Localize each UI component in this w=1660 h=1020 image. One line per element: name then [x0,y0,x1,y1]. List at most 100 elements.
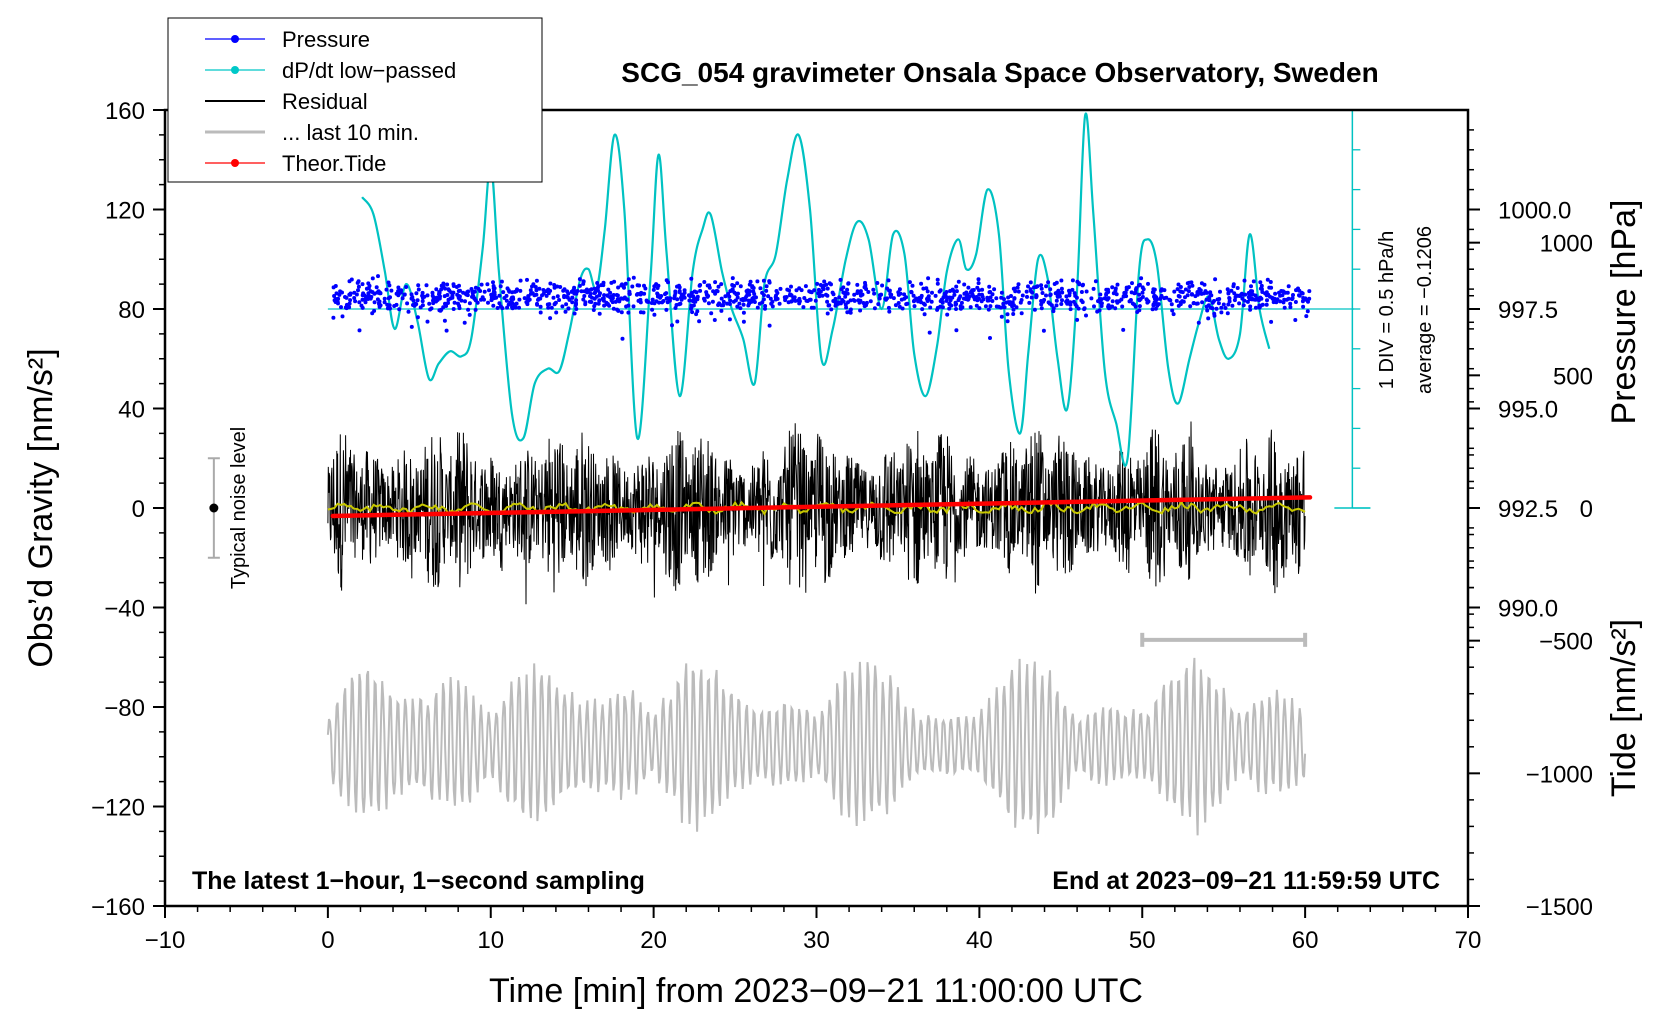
pressure-point [1269,319,1274,324]
pressure-point [727,317,732,322]
pressure-point [1297,293,1302,298]
pressure-point [622,285,626,290]
pressure-point [1054,303,1059,308]
pressure-point [608,290,613,295]
pressure-point [880,283,885,288]
pressure-point [638,300,643,305]
pressure-point [988,295,993,300]
pressure-point [643,286,648,291]
pressure-point [767,279,772,284]
pressure-point [774,289,779,293]
pressure-point [1293,300,1298,304]
pressure-point [829,307,834,312]
pressure-point [534,288,539,293]
pressure-series [331,274,1312,341]
pressure-point [954,289,959,294]
pressure-point [983,304,988,309]
pressure-point [620,336,625,341]
y-tick-label: −160 [91,894,145,921]
pressure-point [434,287,439,292]
pressure-point [845,291,850,296]
pressure-point [579,289,584,294]
pressure-point [1154,297,1159,302]
pressure-point [574,298,579,303]
pressure-point [664,307,669,312]
pressure-point [1016,289,1021,294]
pressure-point [561,288,566,293]
pressure-point [834,300,839,305]
pressure-point [1240,296,1245,301]
pressure-point [825,299,830,304]
pressure-point [730,276,735,281]
legend-item-last10: ... last 10 min. [205,120,419,145]
pressure-point [1054,298,1059,303]
pressure-point [1007,300,1012,305]
pressure-point [896,290,901,295]
pressure-point [360,282,365,287]
pressure-point [619,310,624,315]
pressure-point [1199,281,1204,286]
pressure-point [1032,307,1037,312]
pressure-point [479,297,483,302]
pressure-point [797,296,802,301]
legend-item-tide: Theor.Tide [205,151,386,176]
pressure-point [479,282,484,287]
pressure-point [1104,292,1109,297]
pressure-point [349,277,354,282]
pressure-point [416,283,421,288]
pressure-point [689,276,694,281]
pressure-point [526,294,531,299]
pressure-point [733,298,738,303]
pressure-point [837,295,842,300]
pressure-point [661,299,666,303]
pressure-point [697,319,702,324]
pressure-point [548,281,553,286]
pressure-point [338,289,343,294]
pressure-point [487,288,491,293]
pressure-point [1011,286,1016,291]
pressure-point [344,295,349,300]
pressure-point [1068,307,1073,312]
legend-item-residual: Residual [205,89,368,114]
pressure-point [962,282,967,287]
pressure-point [824,282,829,287]
pressure-point [840,298,845,302]
pressure-point [366,291,371,296]
pressure-point [1221,302,1226,307]
pressure-point [675,319,680,324]
pressure-point [463,299,467,304]
pressure-point [1285,290,1290,295]
pressure-point [437,292,441,297]
pressure-point [545,302,550,307]
pressure-point [1195,290,1200,295]
pressure-point [824,292,828,297]
pressure-point [626,310,631,315]
pressure-point [1174,298,1179,303]
pressure-point [926,297,931,302]
pressure-point [802,296,807,300]
pressure-point [855,282,860,287]
pressure-point [712,318,717,322]
pressure-point [838,277,843,282]
pressure-point [871,287,876,292]
pressure-point [557,298,562,302]
pressure-point [938,288,943,293]
pressure-point [583,300,588,305]
pressure-point [970,293,975,298]
x-tick-label: 50 [1129,927,1156,954]
pressure-point [1188,304,1193,309]
pressure-point [357,300,362,305]
pressure-point [920,307,925,312]
pressure-point [682,295,687,300]
residual-series [327,421,1306,605]
pressure-point [921,301,926,306]
pressure-point [852,292,857,297]
pressure-point [416,287,421,292]
pressure-point [719,303,724,308]
pressure-point [817,294,822,299]
pressure-point [491,303,496,308]
pressure-point [986,298,991,303]
pressure-point [340,314,345,319]
pressure-point [1140,290,1145,295]
x-axis-title: Time [min] from 2023−09−21 11:00:00 UTC [489,972,1143,1010]
